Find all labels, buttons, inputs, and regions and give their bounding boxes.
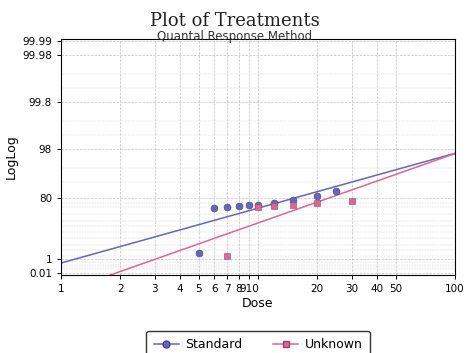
Point (245, 203, 253, 208)
Point (348, 198, 356, 204)
Point (224, 253, 231, 258)
Point (333, 188, 340, 194)
Point (270, 200, 277, 205)
Legend: Standard, Unknown: Standard, Unknown (146, 331, 370, 353)
Point (254, 204, 262, 210)
Point (313, 200, 321, 205)
Text: Quantal Response Method: Quantal Response Method (157, 30, 312, 43)
Text: Plot of Treatments: Plot of Treatments (150, 12, 319, 30)
X-axis label: Dose: Dose (242, 297, 274, 310)
Point (270, 203, 277, 209)
Point (313, 193, 321, 199)
Point (289, 197, 296, 203)
Point (235, 203, 242, 209)
Point (211, 205, 218, 211)
Y-axis label: LogLog: LogLog (5, 135, 18, 179)
Point (289, 202, 296, 207)
Point (195, 251, 203, 256)
Point (254, 202, 262, 207)
Point (224, 204, 231, 210)
